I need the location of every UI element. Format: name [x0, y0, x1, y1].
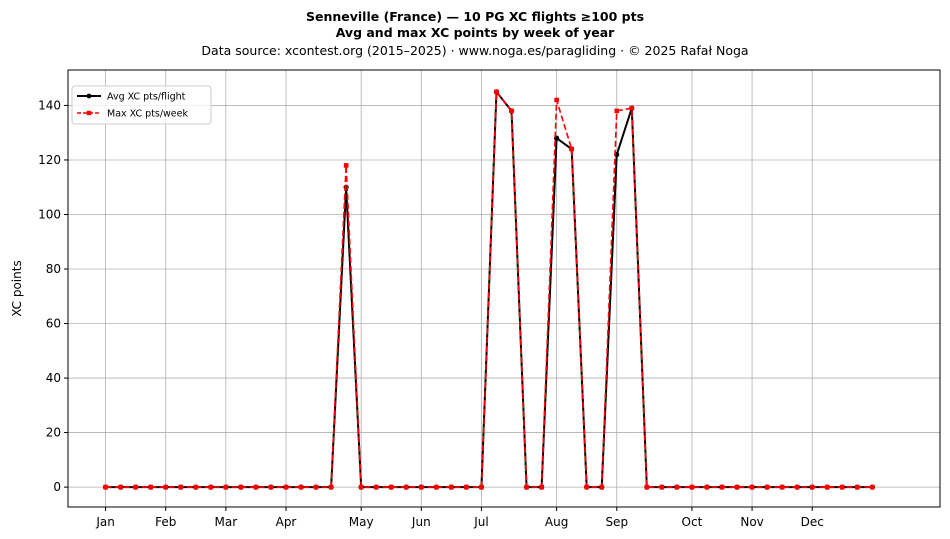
legend-marker	[86, 93, 92, 99]
x-tick-label: Feb	[155, 515, 176, 529]
data-point	[298, 484, 304, 490]
y-tick-label: 80	[46, 262, 61, 276]
data-point	[148, 484, 153, 490]
data-point	[794, 484, 800, 490]
data-point	[855, 484, 860, 490]
data-point	[268, 484, 274, 490]
legend-marker	[86, 110, 92, 116]
chart-title: Senneville (France) — 10 PG XC flights ≥…	[305, 9, 645, 24]
legend-label: Avg XC pts/flight	[107, 92, 186, 103]
legend: Avg XC pts/flight Max XC pts/week	[71, 85, 212, 125]
data-point	[449, 484, 454, 490]
x-tick-label: Sep	[605, 515, 628, 529]
data-point	[599, 484, 605, 490]
data-point	[419, 484, 424, 490]
data-point	[644, 484, 650, 490]
data-point	[524, 484, 529, 490]
data-point	[313, 484, 319, 490]
data-point	[539, 484, 544, 490]
data-point	[434, 484, 439, 490]
data-point	[764, 484, 770, 490]
data-point	[494, 89, 499, 95]
y-tick-label: 40	[46, 371, 61, 385]
data-point	[614, 108, 620, 114]
data-point	[208, 484, 214, 490]
y-tick-label: 120	[38, 153, 61, 167]
data-point	[328, 484, 334, 490]
legend-label: Max XC pts/week	[107, 109, 188, 120]
y-tick-label: 20	[46, 426, 61, 440]
axes: 0 20 40 60 80 100 120 140 Jan Feb Mar Apr May Jun Jul A…	[38, 98, 824, 529]
y-tick-label: 100	[38, 207, 61, 221]
series-avg	[102, 89, 875, 490]
grid	[68, 70, 940, 507]
data-point	[674, 484, 680, 490]
x-tick-label: May	[349, 515, 374, 529]
data-point	[839, 484, 845, 490]
x-tick-label: Apr	[276, 515, 297, 529]
x-tick-label: Aug	[545, 515, 568, 529]
data-point	[238, 484, 244, 490]
x-tick-label: Jan	[95, 515, 115, 529]
data-point	[824, 484, 830, 490]
data-point	[749, 484, 755, 490]
plot-frame	[67, 69, 941, 508]
y-tick-label: 0	[53, 480, 61, 494]
data-point	[358, 484, 364, 490]
x-tick-label: Oct	[682, 515, 703, 529]
data-point	[659, 484, 665, 490]
y-tick-label: 140	[38, 98, 61, 112]
data-point	[133, 484, 138, 490]
x-tick-label: Nov	[740, 515, 763, 529]
data-point	[283, 484, 289, 490]
series-max	[103, 89, 875, 490]
chart-subtitle: Avg and max XC points by week of year	[335, 25, 615, 40]
series-line	[105, 90, 873, 489]
data-point	[253, 484, 259, 490]
data-point	[734, 484, 740, 490]
data-point	[629, 105, 635, 111]
data-point	[373, 484, 379, 490]
legend-box	[71, 85, 212, 125]
data-point	[554, 97, 559, 103]
data-point	[403, 484, 409, 490]
data-point	[118, 484, 123, 490]
data-point	[870, 484, 875, 490]
data-point	[779, 484, 785, 490]
data-point	[569, 146, 574, 152]
data-point	[509, 108, 514, 114]
y-axis-label: XC points	[10, 260, 24, 316]
series-group	[102, 89, 875, 490]
x-tick-label: Dec	[801, 515, 824, 529]
data-point	[103, 484, 108, 490]
data-point	[343, 163, 349, 168]
data-point	[809, 484, 815, 490]
data-point	[193, 484, 199, 490]
data-point	[388, 484, 394, 490]
data-point	[584, 484, 589, 490]
x-tick-label: Jul	[473, 515, 488, 529]
data-point	[178, 484, 184, 490]
x-tick-label: Mar	[215, 515, 238, 529]
data-point	[223, 484, 229, 490]
data-point	[163, 484, 169, 490]
data-point	[689, 484, 695, 490]
x-tick-label: Jun	[411, 515, 431, 529]
data-point	[464, 484, 469, 490]
data-point	[719, 484, 725, 490]
y-tick-label: 60	[46, 317, 61, 331]
series-line	[105, 91, 873, 488]
data-point	[704, 484, 710, 490]
chart-source: Data source: xcontest.org (2015–2025) · …	[201, 43, 749, 58]
data-point	[479, 484, 484, 490]
